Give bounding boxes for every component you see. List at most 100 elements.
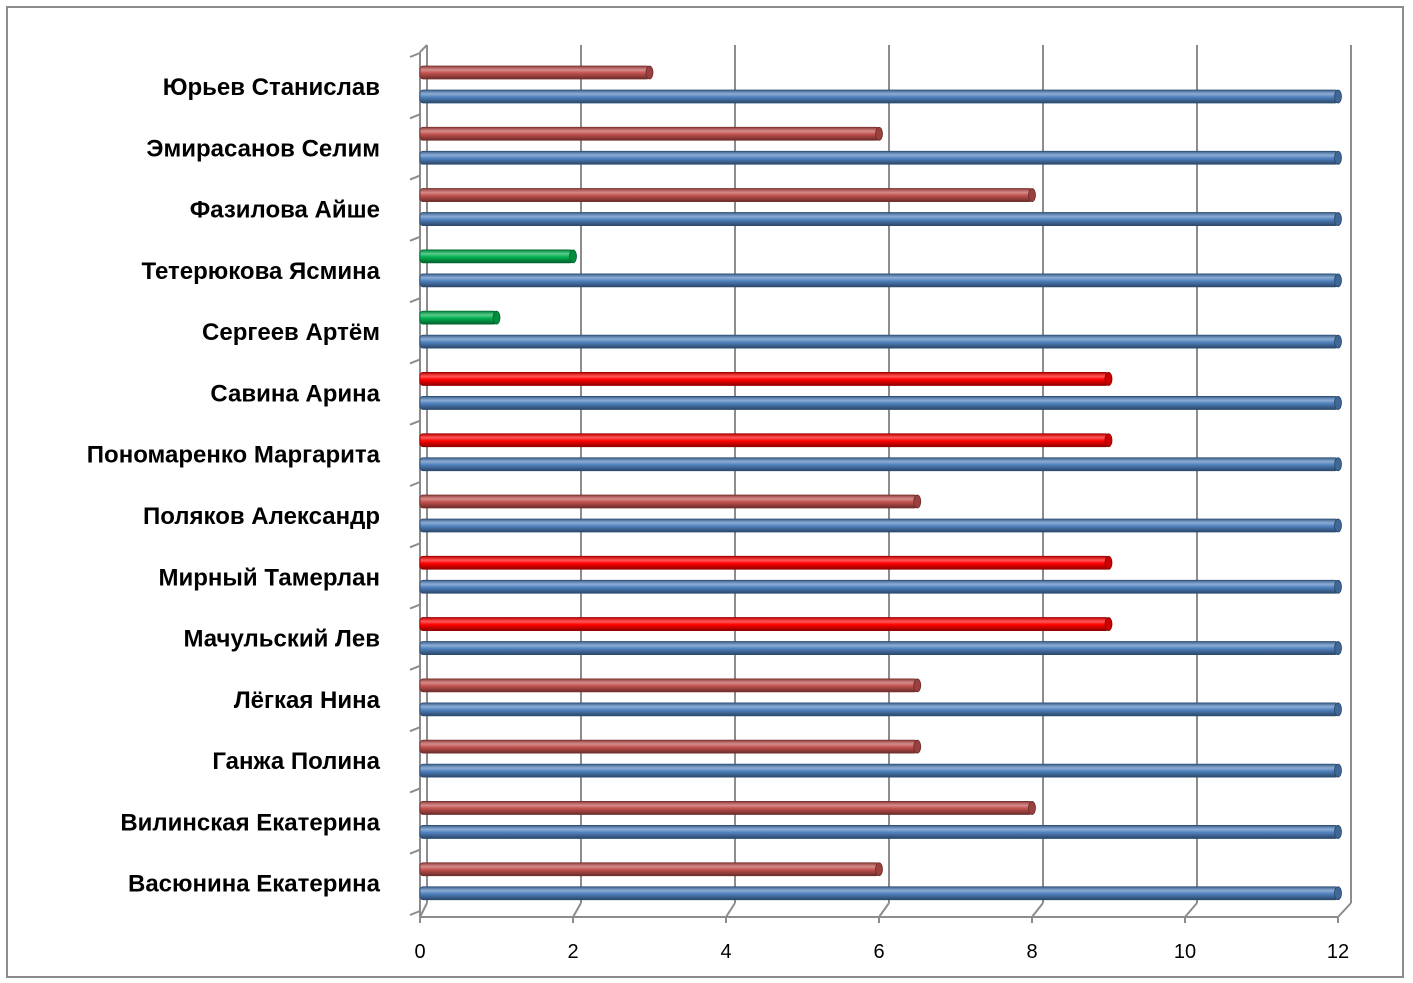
y-tick-mark xyxy=(409,52,421,58)
bar-series1-cap xyxy=(913,739,922,754)
bar-series2-cap xyxy=(1334,886,1342,901)
bar-series2-cap xyxy=(1334,212,1342,226)
y-tick-mark xyxy=(409,481,421,487)
bar-series1-cap xyxy=(913,494,922,509)
bar-series2 xyxy=(419,273,1339,288)
floor-line xyxy=(572,902,582,918)
category-label: Эмирасанов Селим xyxy=(146,135,380,162)
bar-series1 xyxy=(419,678,918,693)
y-tick-mark xyxy=(409,542,421,549)
floor-line xyxy=(1184,902,1198,918)
bar-series2 xyxy=(419,641,1339,655)
y-tick-mark xyxy=(409,297,421,304)
category-label: Сергеев Артём xyxy=(202,319,380,346)
bar-series1 xyxy=(419,126,880,141)
bar-series2 xyxy=(419,457,1339,472)
category-label: Юрьев Станислав xyxy=(163,74,380,101)
bar-series2 xyxy=(419,702,1339,717)
bar-series2 xyxy=(419,579,1339,594)
bar-series1-cap xyxy=(645,65,654,80)
category-label: Васюнина Екатерина xyxy=(128,871,381,898)
x-tick-label: 0 xyxy=(414,941,425,963)
x-tick-label: 4 xyxy=(720,941,731,963)
category-label: Фазилова Айше xyxy=(190,197,380,224)
bar-series2 xyxy=(419,763,1339,778)
bar-series1-cap xyxy=(569,249,577,264)
x-tick-label: 6 xyxy=(873,941,884,963)
bar-series1-cap xyxy=(913,678,922,693)
bar-series2-cap xyxy=(1334,396,1342,410)
bar-series1-cap xyxy=(1104,617,1113,631)
bar-series2 xyxy=(419,212,1339,226)
floor-line xyxy=(1337,902,1352,918)
bar-series1 xyxy=(419,433,1109,448)
bar-series2 xyxy=(419,396,1339,410)
category-label: Поляков Александр xyxy=(143,503,380,530)
y-tick-mark xyxy=(409,113,421,120)
category-label: Тетерюкова Ясмина xyxy=(141,258,380,285)
bar-series1-cap xyxy=(875,862,883,877)
bar-series2-cap xyxy=(1334,763,1342,778)
floor-line xyxy=(419,902,428,918)
bar-series1-cap xyxy=(1104,433,1113,448)
bar-series1 xyxy=(419,65,650,80)
y-tick-mark xyxy=(409,910,421,916)
bar-series2-cap xyxy=(1334,89,1342,104)
category-label: Мачульский Лев xyxy=(184,626,380,653)
y-tick-mark xyxy=(409,848,421,855)
floor-line xyxy=(1031,902,1044,918)
y-tick-mark xyxy=(409,235,421,242)
chart-frame xyxy=(6,6,1404,978)
category-label: Лёгкая Нина xyxy=(234,687,381,714)
y-tick-mark xyxy=(409,726,421,733)
wall-edge xyxy=(419,44,428,53)
bar-series2-cap xyxy=(1334,702,1342,717)
bar-series2-cap xyxy=(1334,518,1342,533)
x-tick-label: 2 xyxy=(567,941,578,963)
bar-series1-cap xyxy=(492,310,501,325)
y-tick-mark xyxy=(409,787,421,794)
bar-series1 xyxy=(419,188,1033,202)
bar-series2-cap xyxy=(1334,641,1342,655)
bar-series2-cap xyxy=(1334,579,1342,594)
bar-series2-cap xyxy=(1334,273,1342,288)
bar-series1 xyxy=(419,739,918,754)
bar-series2-cap xyxy=(1334,457,1342,472)
bar-series1-cap xyxy=(1104,372,1113,386)
bar-series2 xyxy=(419,89,1339,104)
floor-line xyxy=(725,902,736,918)
category-label: Мирный Тамерлан xyxy=(159,564,380,591)
bar-series2 xyxy=(419,886,1339,901)
bar-series2-cap xyxy=(1334,334,1342,349)
bar-series2 xyxy=(419,150,1339,165)
bar-series1 xyxy=(419,617,1109,631)
bar-series1 xyxy=(419,494,918,509)
bar-series2 xyxy=(419,334,1339,349)
bar-series1-cap xyxy=(1028,801,1036,815)
y-tick-mark xyxy=(409,603,421,610)
floor-line xyxy=(878,902,890,918)
y-tick-mark xyxy=(409,664,421,671)
bar-series1 xyxy=(419,310,497,325)
bar-series1 xyxy=(419,801,1033,815)
y-tick-mark xyxy=(409,358,421,365)
bar-series2 xyxy=(419,518,1339,533)
bar-series2-cap xyxy=(1334,150,1342,165)
x-tick-label: 8 xyxy=(1026,941,1037,963)
x-tick-label: 12 xyxy=(1327,941,1349,963)
category-label: Пономаренко Маргарита xyxy=(87,442,381,469)
y-tick-mark xyxy=(409,419,421,426)
bar-series2 xyxy=(419,825,1339,839)
bar-series1-cap xyxy=(875,126,883,141)
bar-series1-cap xyxy=(1028,188,1036,202)
category-label: Ганжа Полина xyxy=(212,748,380,775)
bar-series1 xyxy=(419,372,1109,386)
bar-series1 xyxy=(419,862,880,877)
category-label: Вилинская Екатерина xyxy=(120,809,380,836)
bar-series2-cap xyxy=(1334,825,1342,839)
y-tick-mark xyxy=(409,174,421,181)
bar-series1 xyxy=(419,249,574,264)
bar-series1 xyxy=(419,555,1109,570)
category-label: Савина Арина xyxy=(210,380,380,407)
